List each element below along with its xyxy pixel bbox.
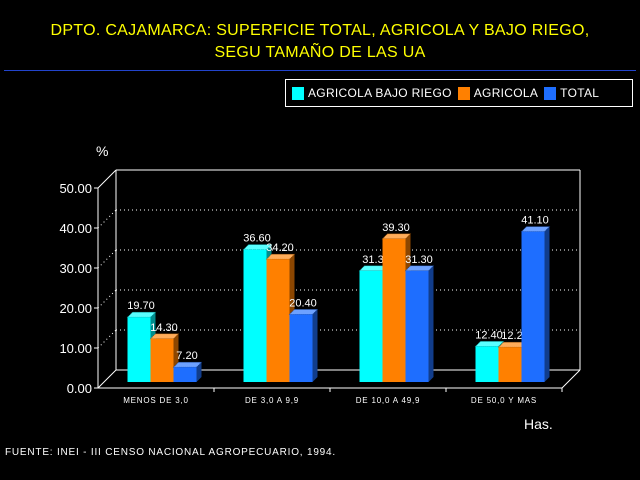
data-label: 14.30 xyxy=(150,322,178,334)
side-wall-top-edge xyxy=(97,169,117,189)
bar-side xyxy=(312,309,318,382)
y-tick-label: 0.00 xyxy=(67,381,92,396)
y-tick-label: 10.00 xyxy=(59,341,92,356)
gridline-side xyxy=(97,209,117,229)
bar xyxy=(127,317,151,382)
data-label: 12.2 xyxy=(501,330,522,342)
bar xyxy=(173,367,197,382)
bar-top xyxy=(126,311,157,318)
data-label: 34.20 xyxy=(266,242,294,254)
legend-label-bajo-riego: AGRICOLA BAJO RIEGO xyxy=(308,86,452,100)
title-divider xyxy=(4,70,636,71)
chart-title-line-1: DPTO. CAJAMARCA: SUPERFICIE TOTAL, AGRIC… xyxy=(50,22,590,39)
x-tick-label: DE 10,0 A 49,9 xyxy=(356,396,421,405)
x-tick-label: MENOS DE 3,0 xyxy=(123,396,189,405)
bar xyxy=(266,259,290,382)
data-label: 7.20 xyxy=(176,350,197,362)
legend-swatch-bajo-riego xyxy=(292,86,304,100)
x-tick-label: DE 50,0 Y MAS xyxy=(471,396,537,405)
y-tick-label: 40.00 xyxy=(59,221,92,236)
legend-label-agricola: AGRICOLA xyxy=(473,86,539,100)
legend-item-bajo-riego: AGRICOLA BAJO RIEGO xyxy=(292,86,452,100)
bar-side xyxy=(544,226,550,382)
bar xyxy=(150,338,174,382)
x-tick-label: DE 3,0 A 9,9 xyxy=(245,396,299,405)
data-label: 41.10 xyxy=(521,215,549,227)
bar xyxy=(243,249,267,382)
y-axis-label: % xyxy=(96,143,108,159)
data-label: 31.30 xyxy=(405,254,433,266)
chart-title-line-2: SEGU TAMAÑO DE LAS UA xyxy=(214,44,426,61)
x-axis-label: Has. xyxy=(524,416,553,432)
bar xyxy=(521,231,545,382)
legend-swatch-agricola xyxy=(457,86,470,100)
bar-top xyxy=(474,341,505,347)
bar xyxy=(359,270,383,382)
bar-top xyxy=(381,233,412,240)
bar xyxy=(405,270,429,382)
floor-right-edge xyxy=(561,369,581,389)
y-tick-label: 50.00 xyxy=(59,181,92,196)
legend-item-agricola: AGRICOLA xyxy=(457,86,539,100)
bar xyxy=(382,238,406,382)
legend-swatch-total xyxy=(544,86,557,100)
y-tick-label: 20.00 xyxy=(59,301,92,316)
legend-item-total: TOTAL xyxy=(544,86,599,100)
gridline-side xyxy=(97,249,117,269)
bar-side xyxy=(196,362,202,382)
bar xyxy=(498,347,522,382)
chart-title: DPTO. CAJAMARCA: SUPERFICIE TOTAL, AGRIC… xyxy=(0,20,640,64)
data-label: 36.60 xyxy=(243,233,271,245)
legend-label-total: TOTAL xyxy=(560,86,600,100)
data-label: 39.30 xyxy=(382,222,410,234)
floor-left-edge xyxy=(97,369,117,389)
source-note: FUENTE: INEI - III CENSO NACIONAL AGROPE… xyxy=(5,447,336,458)
data-label: 31.3 xyxy=(362,254,383,266)
bar-side xyxy=(428,265,434,382)
bar xyxy=(289,314,313,382)
bar xyxy=(475,346,499,382)
y-tick-label: 30.00 xyxy=(59,261,92,276)
data-label: 19.70 xyxy=(127,300,155,312)
gridline-side xyxy=(97,329,117,349)
data-label: 20.40 xyxy=(289,297,317,309)
gridline-side xyxy=(97,289,117,309)
bar-top xyxy=(520,226,551,232)
chart-legend: AGRICOLA BAJO RIEGO AGRICOLA TOTAL xyxy=(285,79,633,107)
data-label: 12.40 xyxy=(475,329,503,341)
